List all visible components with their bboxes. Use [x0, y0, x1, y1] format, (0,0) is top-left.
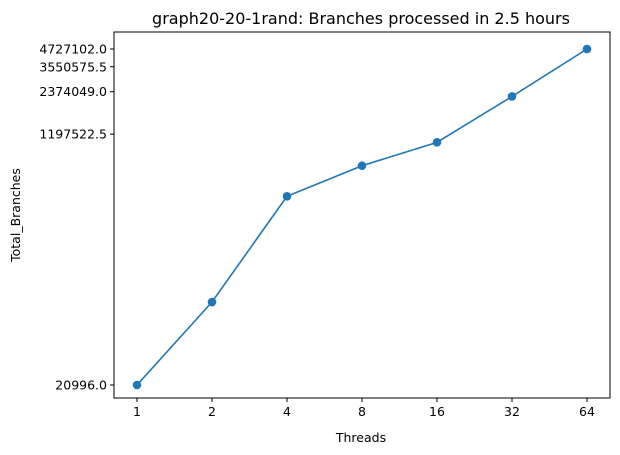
x-tick-label: 4	[283, 404, 291, 419]
x-tick-label: 64	[579, 404, 595, 419]
data-point	[432, 138, 442, 147]
data-point	[582, 44, 592, 54]
data-point	[282, 191, 292, 201]
x-axis: 1 2 4 8 16 32 64	[133, 398, 595, 419]
y-tick-label: 1197522.5	[39, 127, 107, 142]
y-axis-label: Total_Branches	[8, 168, 23, 263]
y-tick-label: 3550575.5	[39, 59, 107, 74]
data-point	[132, 380, 142, 390]
y-tick-label: 20996.0	[55, 378, 107, 393]
x-tick-label: 8	[358, 404, 366, 419]
plot-frame	[113, 31, 611, 399]
data-point	[207, 297, 217, 307]
series-layer	[132, 44, 592, 390]
y-tick-label: 4727102.0	[39, 42, 107, 57]
y-tick-label: 2374049.0	[39, 84, 107, 99]
x-axis-label: Threads	[335, 430, 386, 445]
x-tick-label: 16	[429, 404, 445, 419]
chart-title: graph20-20-1rand: Branches processed in …	[152, 9, 570, 28]
series-line	[136, 48, 588, 386]
data-point	[507, 92, 517, 101]
x-tick-label: 1	[133, 404, 141, 419]
x-tick-label: 32	[504, 404, 520, 419]
y-axis: 20996.0 1197522.5 2374049.0 3550575.5 472710…	[39, 42, 114, 393]
x-tick-label: 2	[208, 404, 216, 419]
data-point	[357, 161, 367, 171]
